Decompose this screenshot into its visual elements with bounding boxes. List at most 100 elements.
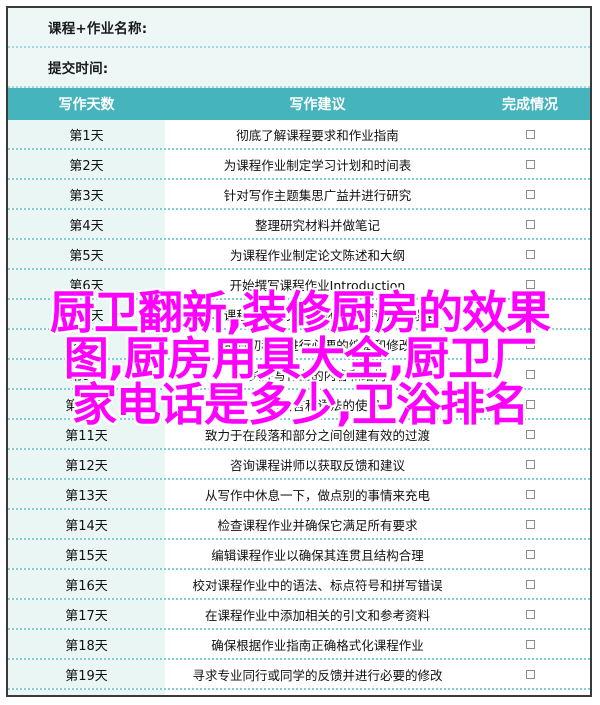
cell-day: 第20天	[8, 690, 165, 695]
cell-advice: 致力于在段落和部分之间创建有效的过渡	[204, 427, 430, 443]
cell-done[interactable]	[470, 420, 590, 448]
cell-day: 第18天	[8, 630, 165, 658]
cell-advice: 为课程作业制定论文陈述和大纲	[229, 247, 405, 263]
cell-day: 第3天	[8, 180, 165, 208]
cell-done[interactable]	[470, 570, 590, 598]
completion-checkbox[interactable]	[525, 579, 535, 589]
completion-checkbox[interactable]	[525, 249, 535, 259]
cell-advice: 针对写作主题集思广益并进行研究	[223, 187, 412, 203]
cell-day: 第13天	[8, 480, 165, 508]
cell-advice: 在课程作业中添加相关的引文和参考资料	[204, 607, 430, 623]
cell-advice: 确保根据作业指南正确格式化课程作业	[211, 637, 424, 653]
table-row: 第13天 从写作中休息一下，做点别的事情来充电	[8, 480, 590, 510]
cell-done[interactable]	[470, 330, 590, 358]
cell-done[interactable]	[470, 540, 590, 568]
completion-checkbox[interactable]	[525, 219, 535, 229]
completion-checkbox[interactable]	[525, 639, 535, 649]
table-body: 第1天 彻底了解课程要求和作业指南 第2天 为课程作业制定学习计划和时间表 第3天 针对写…	[8, 120, 590, 695]
cell-done[interactable]	[470, 480, 590, 508]
meta-row-course-name: 课程+作业名称:	[8, 8, 590, 48]
completion-checkbox[interactable]	[525, 549, 535, 559]
cell-done[interactable]	[470, 180, 590, 208]
completion-checkbox[interactable]	[525, 279, 535, 289]
completion-checkbox[interactable]	[525, 489, 535, 499]
column-header-day: 写作天数	[58, 97, 115, 113]
cell-done[interactable]	[470, 300, 590, 328]
table-row: 第19天 寻求专业同行或同学的反馈并进行必要的修改	[8, 660, 590, 690]
table-row: 第20天审查课程作业要求并在提交前进行最终编辑	[8, 690, 590, 695]
completion-checkbox[interactable]	[525, 519, 535, 529]
column-header-advice: 写作建议	[289, 97, 346, 113]
table-row: 第18天 确保根据作业指南正确格式化课程作业	[8, 630, 590, 660]
cell-done[interactable]	[470, 390, 590, 418]
completion-checkbox[interactable]	[525, 159, 535, 169]
table-row: 第8天 审查初稿并进行必要的编辑和修改	[8, 330, 590, 360]
cell-advice: 校对课程作业中的语法、标点符号和拼写错误	[192, 577, 443, 593]
cell-advice: 寻求专业同行或同学的反馈并进行必要的修改	[192, 667, 443, 683]
cell-day: 第2天	[8, 150, 165, 178]
table-row: 第3天 针对写作主题集思广益并进行研究	[8, 180, 590, 210]
cell-day: 第12天	[8, 450, 165, 478]
cell-advice: 整理研究材料并做笔记	[254, 217, 380, 233]
completion-checkbox[interactable]	[525, 459, 535, 469]
completion-checkbox[interactable]	[525, 339, 535, 349]
cell-advice: 为课程作业制定学习计划和时间表	[223, 157, 412, 173]
cell-done[interactable]	[470, 630, 590, 658]
cell-done[interactable]	[470, 150, 590, 178]
table-row: 第2天 为课程作业制定学习计划和时间表	[8, 150, 590, 180]
cell-day: 第11天	[8, 420, 165, 448]
cell-day: 第4天	[8, 210, 165, 238]
table-row: 第15天 编辑课程作业以确保其连贯且结构合理	[8, 540, 590, 570]
cell-day: 第16天	[8, 570, 165, 598]
cell-advice: 从写作中休息一下，做点别的事情来充电	[204, 487, 430, 503]
cell-advice: 审查课程作业要求并在提交前进行最终编辑	[165, 690, 470, 695]
table-row: 第7天 撰写课程作业的文献综述和主要论点的段落	[8, 300, 590, 330]
cell-day: 第19天	[8, 660, 165, 688]
cell-advice: 开始撰写课程作业Introduction	[229, 277, 406, 293]
cell-advice: 关注写作业的内容和结构	[248, 367, 387, 383]
cell-done[interactable]	[470, 240, 590, 268]
cell-done[interactable]	[470, 660, 590, 688]
cell-day: 第8天	[8, 330, 165, 358]
completion-checkbox[interactable]	[525, 369, 535, 379]
table-row: 第16天 校对课程作业中的语法、标点符号和拼写错误	[8, 570, 590, 600]
cell-day: 第5天	[8, 240, 165, 268]
cell-day: 第14天	[8, 510, 165, 538]
table-row: 第6天 开始撰写课程作业Introduction	[8, 270, 590, 300]
completion-checkbox[interactable]	[525, 609, 535, 619]
completion-checkbox[interactable]	[525, 669, 535, 679]
cell-advice: 撰写课程作业的文献综述和主要论点的段落	[198, 307, 437, 323]
cell-advice: 注意语言和语法的使用	[254, 397, 380, 413]
completion-checkbox[interactable]	[525, 429, 535, 439]
cell-done[interactable]	[470, 210, 590, 238]
meta-row-submit-time: 提交时间:	[8, 48, 590, 88]
cell-done[interactable]	[470, 270, 590, 298]
worksheet-sheet: 课程+作业名称: 提交时间: 写作天数 写作建议 完成情况 第1天 彻底了解课程要…	[6, 6, 592, 697]
cell-advice: 审查初稿并进行必要的编辑和修改	[223, 337, 412, 353]
meta-label-course-name: 课程+作业名称:	[48, 21, 148, 37]
cell-advice: 咨询课程讲师以获取反馈和建议	[229, 457, 405, 473]
table-row: 第12天 咨询课程讲师以获取反馈和建议	[8, 450, 590, 480]
meta-label-submit-time: 提交时间:	[48, 61, 109, 77]
table-row: 第10天 注意语言和语法的使用	[8, 390, 590, 420]
table-row: 第4天 整理研究材料并做笔记	[8, 210, 590, 240]
cell-advice: 编辑课程作业以确保其连贯且结构合理	[211, 547, 424, 563]
completion-checkbox[interactable]	[525, 309, 535, 319]
cell-done[interactable]	[470, 450, 590, 478]
completion-checkbox[interactable]	[525, 189, 535, 199]
cell-day: 第1天	[8, 120, 165, 148]
cell-advice: 检查课程作业并确保它满足所有要求	[217, 517, 418, 533]
cell-done[interactable]	[470, 600, 590, 628]
cell-day: 第7天	[8, 300, 165, 328]
completion-checkbox[interactable]	[525, 129, 535, 139]
cell-day: 第15天	[8, 540, 165, 568]
cell-done[interactable]	[470, 510, 590, 538]
cell-done[interactable]	[470, 360, 590, 388]
completion-checkbox[interactable]	[525, 399, 535, 409]
cell-done[interactable]	[470, 120, 590, 148]
column-header-done: 完成情况	[502, 97, 558, 113]
table-row: 第14天 检查课程作业并确保它满足所有要求	[8, 510, 590, 540]
table-row: 第17天 在课程作业中添加相关的引文和参考资料	[8, 600, 590, 630]
cell-done[interactable]	[470, 690, 590, 695]
cell-day: 第17天	[8, 600, 165, 628]
